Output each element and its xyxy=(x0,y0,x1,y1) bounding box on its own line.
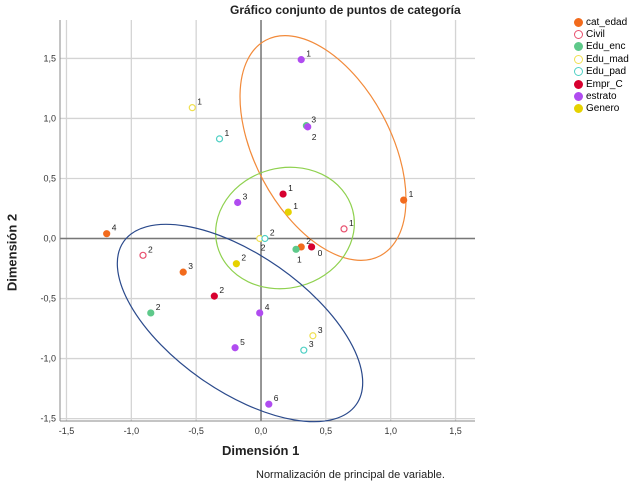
point-estrato xyxy=(297,56,305,64)
point-edu_enc xyxy=(147,309,155,317)
y-tick-label: 1,0 xyxy=(43,113,56,123)
legend-marker-icon xyxy=(574,30,583,40)
point-genero xyxy=(284,208,292,216)
point-label: 4 xyxy=(112,223,117,233)
legend-marker-icon xyxy=(574,79,583,89)
legend-item: Edu_pad xyxy=(574,66,629,78)
point-label: 1 xyxy=(297,254,302,264)
point-estrato xyxy=(304,123,312,131)
point-label: 1 xyxy=(349,218,354,228)
x-tick-label: -0,5 xyxy=(188,426,204,436)
green-ellipse xyxy=(215,166,355,290)
y-tick-label: 1,5 xyxy=(43,53,56,63)
point-label: 2 xyxy=(241,253,246,263)
point-estrato xyxy=(256,309,264,317)
x-tick-label: 1,0 xyxy=(384,426,397,436)
legend-label: Genero xyxy=(586,103,620,115)
orange-ellipse xyxy=(239,35,407,261)
x-tick-label: -1,0 xyxy=(124,426,140,436)
x-tick-label: 0,0 xyxy=(255,426,268,436)
point-empr_c xyxy=(210,292,218,300)
legend: cat_edad Civil Edu_enc Edu_mad Edu_pad Empr_C… xyxy=(574,16,629,115)
x-tick-label: 1,5 xyxy=(449,426,462,436)
legend-marker-icon xyxy=(574,42,583,52)
point-edu_pad xyxy=(261,234,269,243)
point-label: 2 xyxy=(156,302,161,312)
point-label: 6 xyxy=(274,393,279,403)
x-tick-label: 0,5 xyxy=(320,426,333,436)
point-label: 1 xyxy=(225,128,230,138)
legend-item: cat_edad xyxy=(574,16,629,28)
legend-label: Edu_enc xyxy=(586,41,626,53)
point-label: 2 xyxy=(312,132,317,142)
legend-item: Genero xyxy=(574,103,629,115)
point-civil xyxy=(139,251,147,259)
chart-title: Gráfico conjunto de puntos de categoría xyxy=(230,3,461,17)
point-edu_mad xyxy=(188,104,196,112)
point-empr_c xyxy=(307,243,316,251)
legend-label: Edu_pad xyxy=(586,66,627,78)
point-label: 1 xyxy=(293,201,298,211)
point-label: 2 xyxy=(306,236,311,246)
legend-item: Empr_C xyxy=(574,78,629,90)
point-label: 3 xyxy=(318,325,323,335)
point-label: 3 xyxy=(309,339,314,349)
point-label: 2 xyxy=(270,228,275,238)
blue-ellipse xyxy=(116,223,364,423)
legend-label: Civil xyxy=(586,29,605,41)
point-civil xyxy=(340,225,348,233)
y-tick-label: -1,0 xyxy=(40,354,56,364)
point-label: 5 xyxy=(240,337,245,347)
y-tick-label: 0,0 xyxy=(43,234,56,244)
point-edu_pad xyxy=(215,135,224,143)
point-genero xyxy=(232,260,240,268)
y-tick-label: 0,5 xyxy=(43,173,56,183)
legend-label: Empr_C xyxy=(586,78,623,90)
y-tick-label: -1,5 xyxy=(40,414,56,424)
x-axis-label: Dimensión 1 xyxy=(222,443,300,458)
legend-item: Civil xyxy=(574,28,629,40)
point-label: 3 xyxy=(243,191,248,201)
point-label: 3 xyxy=(311,115,316,125)
point-estrato xyxy=(234,198,242,207)
point-label: 1 xyxy=(288,183,293,193)
legend-marker-icon xyxy=(574,92,583,102)
y-axis-label: Dimensión 2 xyxy=(4,213,20,292)
legend-item: estrato xyxy=(574,90,629,102)
point-empr_c xyxy=(279,190,287,198)
legend-label: estrato xyxy=(586,91,617,103)
legend-marker-icon xyxy=(574,17,583,27)
legend-label: cat_edad xyxy=(586,16,628,28)
point-cat_edad xyxy=(103,230,111,238)
point-label: 1 xyxy=(409,189,414,199)
point-cat_edad xyxy=(179,268,187,276)
point-edu_mad xyxy=(309,332,317,340)
point-estrato xyxy=(231,344,239,352)
legend-marker-icon xyxy=(574,54,583,64)
point-label: 4 xyxy=(265,302,270,312)
legend-label: Edu_mad xyxy=(586,53,629,65)
point-label: 0 xyxy=(318,248,323,258)
y-tick-label: -0,5 xyxy=(40,294,56,304)
legend-item: Edu_mad xyxy=(574,53,629,65)
point-cat_edad xyxy=(400,196,408,204)
legend-marker-icon xyxy=(574,67,583,77)
point-label: 2 xyxy=(219,285,224,295)
point-label: 2 xyxy=(261,243,266,253)
point-label: 3 xyxy=(188,261,193,271)
x-tick-label: -1,5 xyxy=(59,426,75,436)
point-label: 1 xyxy=(197,97,202,107)
point-edu_pad xyxy=(300,346,308,354)
point-label: 1 xyxy=(306,49,311,59)
point-estrato xyxy=(265,400,273,408)
legend-item: Edu_enc xyxy=(574,41,629,53)
point-edu_enc xyxy=(292,245,300,253)
footnote: Normalización de principal de variable. xyxy=(256,469,445,481)
point-label: 2 xyxy=(148,244,153,254)
legend-marker-icon xyxy=(574,104,583,114)
